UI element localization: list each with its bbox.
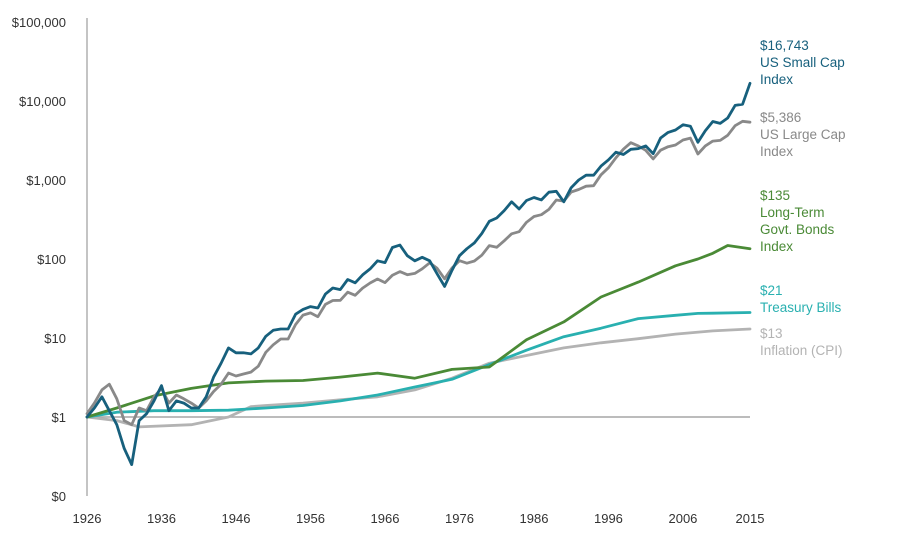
- series-line-us-small-cap-index: [85, 81, 752, 467]
- y-tick-label: $10: [44, 331, 66, 346]
- x-tick-label: 1936: [147, 511, 176, 526]
- end-value-us-small-cap-index: $16,743: [760, 38, 809, 53]
- legend-label-inflation-cpi: Inflation (CPI): [760, 343, 843, 358]
- y-tick-label: $0: [52, 489, 66, 504]
- x-tick-label: 1946: [222, 511, 251, 526]
- legend-label-long-term-govt-bonds-index: Long-Term: [760, 205, 825, 220]
- x-tick-label: 1976: [445, 511, 474, 526]
- legend-label-long-term-govt-bonds-index: Index: [760, 239, 793, 254]
- plot-area: [85, 81, 752, 467]
- end-value-long-term-govt-bonds-index: $135: [760, 188, 790, 203]
- end-value-us-large-cap-index: $5,386: [760, 110, 801, 125]
- x-tick-label: 1986: [520, 511, 549, 526]
- end-value-inflation-cpi: $13: [760, 326, 783, 341]
- series-line-treasury-bills: [85, 311, 752, 419]
- x-tick-label: 2006: [668, 511, 697, 526]
- legend-label-us-small-cap-index: Index: [760, 72, 793, 87]
- y-tick-label: $100,000: [12, 15, 66, 30]
- series-line-long-term-govt-bonds-index: [85, 244, 752, 419]
- legend-label-us-large-cap-index: Index: [760, 144, 793, 159]
- legend-label-us-large-cap-index: US Large Cap: [760, 127, 846, 142]
- legend-label-treasury-bills: Treasury Bills: [760, 300, 842, 315]
- legend-label-long-term-govt-bonds-index: Govt. Bonds: [760, 222, 835, 237]
- series-line-inflation-cpi: [85, 327, 752, 429]
- y-tick-label: $10,000: [19, 94, 66, 109]
- x-tick-label: 1966: [371, 511, 400, 526]
- x-tick-label: 1996: [594, 511, 623, 526]
- x-tick-label: 1956: [296, 511, 325, 526]
- series-line-us-large-cap-index: [85, 119, 752, 427]
- y-tick-label: $1: [52, 410, 66, 425]
- legend-label-us-small-cap-index: US Small Cap: [760, 55, 845, 70]
- y-tick-label: $100: [37, 252, 66, 267]
- end-value-treasury-bills: $21: [760, 283, 783, 298]
- x-tick-label: 1926: [73, 511, 102, 526]
- series-labels: $16,743 US Small Cap Index $5,386 US Large C…: [760, 38, 846, 358]
- axes: $0 $1 $10 $100 $1,000 $10,000 $100,000 1926 1936…: [12, 15, 765, 526]
- x-tick-label: 2015: [736, 511, 765, 526]
- y-tick-label: $1,000: [26, 173, 66, 188]
